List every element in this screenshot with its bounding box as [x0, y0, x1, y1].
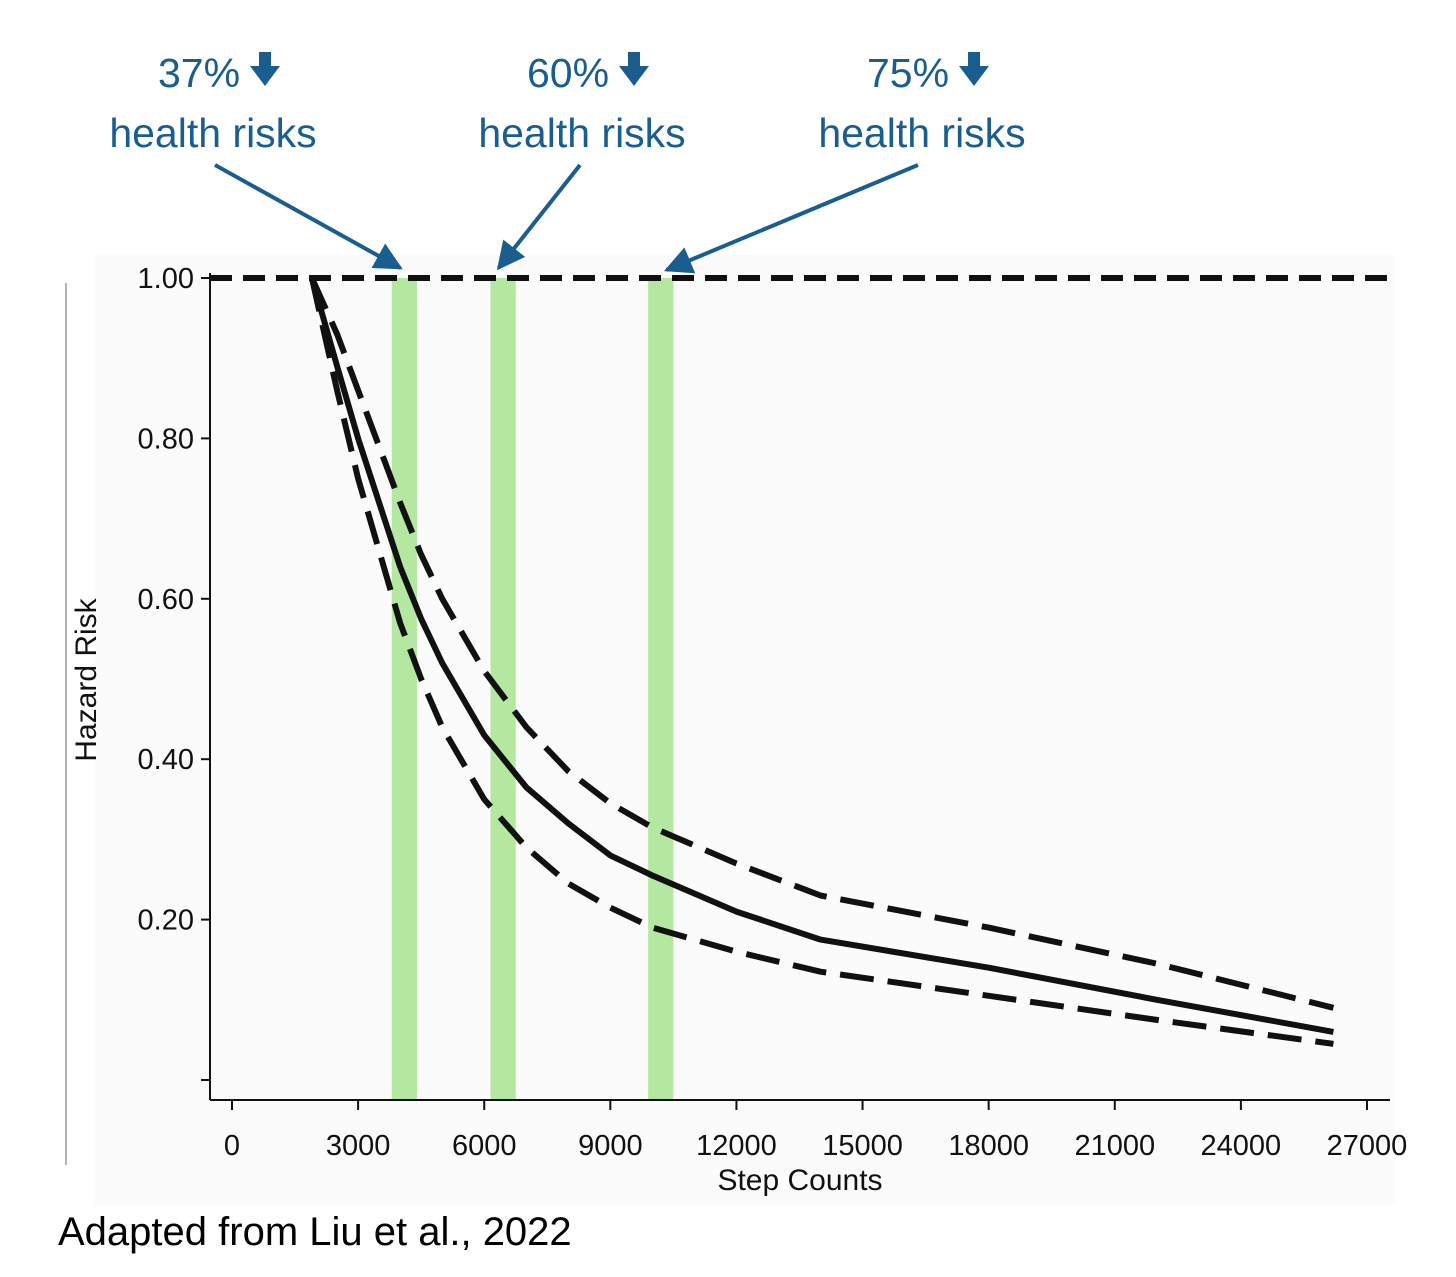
highlight-band-1 — [391, 278, 417, 1100]
y-tick-label: 0.40 — [138, 744, 194, 776]
y-tick-label: 0.80 — [138, 423, 194, 455]
annotation-percent: 75% — [867, 50, 949, 96]
down-arrow-icon — [619, 52, 649, 86]
estimate-line-1 — [309, 277, 1334, 1035]
down-arrow-icon — [250, 52, 280, 86]
pointer-arrow — [496, 163, 582, 271]
pointer-arrow — [214, 163, 403, 270]
x-tick-label: 3000 — [326, 1130, 391, 1162]
data-lines — [210, 275, 1390, 1047]
x-tick-label: 15000 — [822, 1130, 903, 1162]
y-tick-label: 0.60 — [138, 584, 194, 616]
annotation-text: health risks — [818, 110, 1025, 156]
x-tick-label: 6000 — [452, 1130, 517, 1162]
annotation-text: health risks — [478, 110, 685, 156]
down-arrow-icon — [959, 52, 989, 86]
ci-dashed-line-2 — [309, 276, 1335, 1011]
x-tick-label: 12000 — [696, 1130, 777, 1162]
x-tick-label: 0 — [224, 1130, 240, 1162]
x-axis-title: Step Counts — [717, 1164, 882, 1197]
ci-dashed-line-3 — [308, 277, 1334, 1047]
annotation-text: health risks — [109, 110, 316, 156]
y-tick-label: 1.00 — [138, 263, 194, 295]
y-tick-label: 0.20 — [138, 905, 194, 937]
x-tick-label: 27000 — [1327, 1130, 1408, 1162]
plot-background — [95, 255, 1395, 1205]
highlight-band-3 — [648, 278, 674, 1100]
pointer-arrow — [663, 163, 919, 274]
x-tick-label: 9000 — [578, 1130, 643, 1162]
annotations: 37% health risks 60% health risks 75% health … — [109, 50, 1026, 274]
annotation-percent: 60% — [527, 50, 609, 96]
source-credit: Adapted from Liu et al., 2022 — [58, 1210, 572, 1254]
axes: 0.20 0.40 0.60 0.80 1.00 0 3000 6000 9000 12000 15… — [138, 263, 1408, 1162]
x-tick-label: 18000 — [948, 1130, 1029, 1162]
x-tick-label: 21000 — [1074, 1130, 1155, 1162]
x-tick-label: 24000 — [1201, 1130, 1282, 1162]
y-axis-title: Hazard Risk — [70, 597, 103, 761]
annotation-percent: 37% — [158, 50, 240, 96]
